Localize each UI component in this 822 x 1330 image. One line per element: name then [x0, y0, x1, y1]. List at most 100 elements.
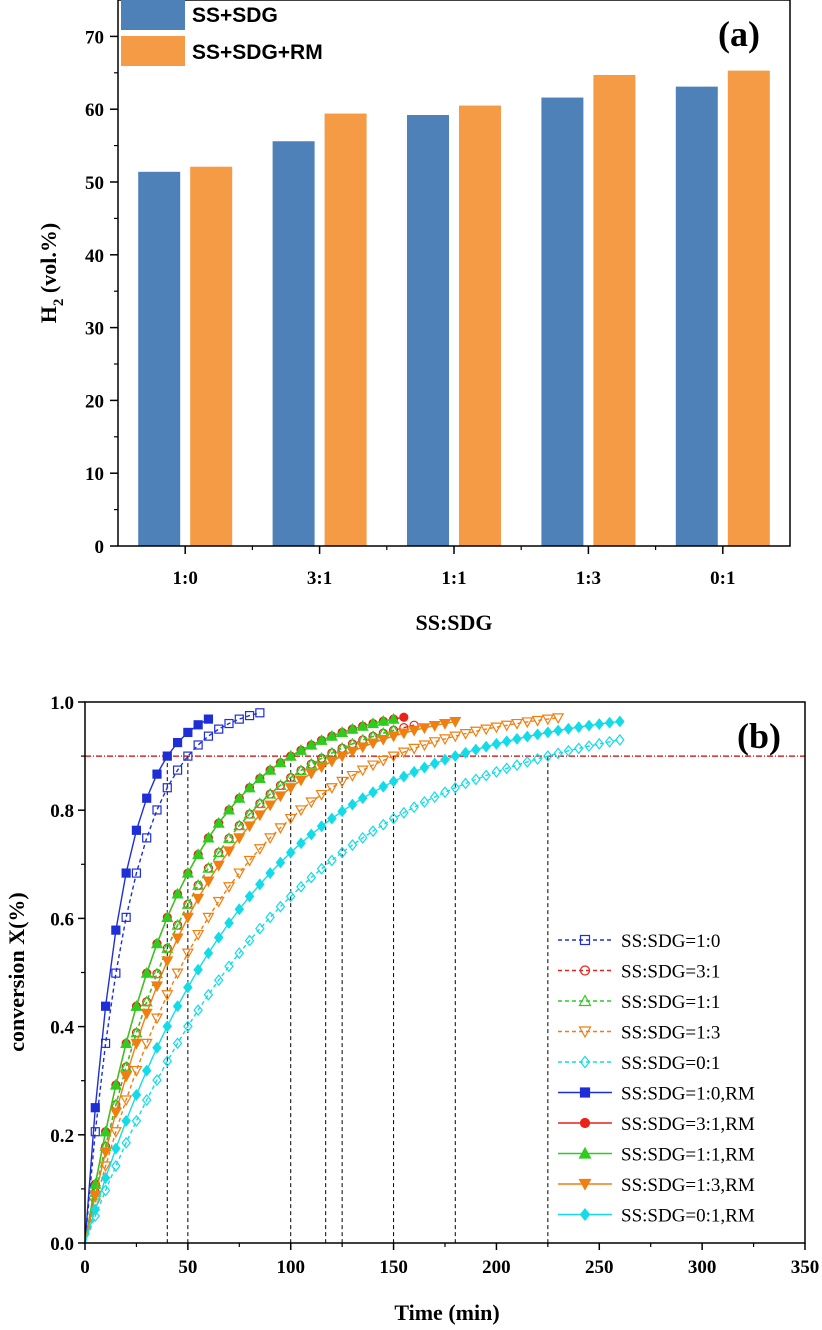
data-point-ss-sdg-1-1 — [171, 918, 184, 930]
data-point-ss-sdg-1-0 — [203, 731, 214, 741]
y-tick-label: 0.4 — [50, 1018, 74, 1039]
data-point-ss-sdg-1-3 — [130, 1065, 143, 1077]
x-tick-label: 100 — [276, 1257, 305, 1278]
data-point-ss-sdg-1-3 — [243, 855, 256, 867]
data-point-ss-sdg-0-1-rm — [388, 775, 399, 788]
y-tick-label: 0.2 — [50, 1126, 74, 1147]
data-point-ss-sdg-1-1-rm — [325, 729, 338, 741]
series-line-ss-sdg-3-1-rm — [84, 716, 405, 1244]
data-point-ss-sdg-0-1 — [337, 846, 347, 859]
data-point-ss-sdg-0-1 — [409, 801, 419, 814]
data-point-ss-sdg-1-3 — [120, 1095, 133, 1107]
data-point-ss-sdg-0-1-rm — [481, 740, 491, 753]
y-tick-label: 40 — [85, 246, 104, 267]
data-point-ss-sdg-1-0 — [234, 714, 244, 724]
series-ss-sdg-1-0 — [84, 708, 265, 1244]
data-point-ss-sdg-1-3-rm — [140, 1008, 153, 1020]
bar-ss-sdg-1-3 — [541, 97, 584, 546]
x-tick-label: 1:0 — [173, 568, 198, 589]
data-point-ss-sdg-1-3 — [109, 1127, 122, 1138]
legend-label-ss-sdg-3-1: SS:SDG=3:1 — [621, 962, 720, 983]
chart-a: 1:0 3:1 1:1 1:3 0:1 0 10 20 30 40 50 60 70 (a) SS:SD… — [36, 0, 791, 635]
data-point-ss-sdg-0-1 — [501, 762, 512, 775]
data-point-ss-sdg-1-3 — [222, 882, 236, 893]
data-point-ss-sdg-1-3-rm — [89, 1190, 102, 1202]
data-point-ss-sdg-1-3 — [171, 968, 184, 980]
data-point-ss-sdg-0-1-rm — [152, 1041, 162, 1054]
data-point-ss-sdg-1-3-rm — [150, 981, 164, 993]
x-tick-label: 1:3 — [576, 568, 601, 589]
data-point-ss-sdg-0-1-rm — [491, 737, 502, 750]
x-tick-label: 250 — [585, 1257, 614, 1278]
data-point-ss-sdg-0-1 — [491, 765, 502, 778]
data-point-ss-sdg-1-3 — [181, 948, 194, 960]
x-tick-label: 3:1 — [307, 568, 332, 589]
data-point-ss-sdg-0-1 — [481, 769, 491, 782]
data-point-ss-sdg-1-1 — [130, 1026, 143, 1038]
y-tick-label: 0.0 — [50, 1234, 74, 1255]
data-point-ss-sdg-0-1 — [429, 791, 440, 803]
data-point-ss-sdg-1-0 — [255, 708, 265, 718]
data-point-ss-sdg-1-0-rm — [183, 727, 193, 738]
legend-marker-ss-sdg-3-1-rm — [579, 1117, 591, 1129]
y-tick-label: 0.8 — [50, 801, 74, 822]
data-point-ss-sdg-0-1-rm — [100, 1172, 111, 1184]
data-point-ss-sdg-0-1-rm — [111, 1142, 121, 1155]
data-point-ss-sdg-1-3-rm — [305, 768, 318, 780]
chart-a-legend: SS+SDG SS+SDG+RM — [121, 0, 323, 66]
series-line-ss-sdg-1-3-rm — [84, 720, 456, 1244]
data-point-ss-sdg-1-3 — [274, 823, 287, 835]
chart-b-legend: SS:SDG=1:0 SS:SDG=3:1 SS:SDG=1:1 SS:SDG=1:3… — [558, 931, 755, 1227]
legend-label-ss-sdg-3-1-rm: SS:SDG=3:1,RM — [621, 1114, 755, 1135]
x-tick-label: 350 — [791, 1257, 820, 1278]
data-point-ss-sdg-1-3-rm — [408, 725, 421, 737]
legend-swatch-ss-sdg-rm — [121, 36, 185, 66]
data-point-ss-sdg-0-1 — [265, 911, 275, 924]
data-point-ss-sdg-0-1-rm — [522, 730, 533, 743]
data-point-ss-sdg-1-1-rm — [264, 763, 277, 775]
data-point-ss-sdg-1-1-rm — [315, 734, 328, 745]
data-point-ss-sdg-1-3-rm — [346, 746, 359, 758]
data-point-ss-sdg-1-0 — [193, 740, 203, 750]
legend-marker-ss-sdg-1-3-rm — [578, 1178, 592, 1191]
data-point-ss-sdg-1-3 — [284, 813, 297, 825]
data-point-ss-sdg-0-1 — [460, 777, 471, 790]
data-point-ss-sdg-0-1-rm — [584, 719, 594, 732]
data-point-ss-sdg-1-0 — [162, 783, 172, 793]
data-point-ss-sdg-0-1 — [131, 1114, 142, 1127]
data-point-ss-sdg-1-1-rm — [192, 848, 205, 860]
data-point-ss-sdg-0-1 — [450, 781, 461, 794]
data-point-ss-sdg-0-1-rm — [357, 792, 368, 805]
data-point-ss-sdg-0-1 — [213, 974, 224, 987]
data-point-ss-sdg-1-3 — [490, 722, 503, 734]
chart-b-xlabel: Time (min) — [394, 1300, 499, 1325]
y-tick-label: 0.6 — [50, 909, 74, 930]
x-tick-label: 0 — [80, 1257, 90, 1278]
data-point-ss-sdg-0-1 — [162, 1055, 173, 1068]
series-ss-sdg-1-0-rm — [84, 714, 214, 1244]
data-point-ss-sdg-1-1-rm — [120, 1037, 133, 1048]
y-tick-label: 20 — [85, 391, 104, 412]
bar-ss-sdg-rm-1-3 — [593, 74, 636, 546]
data-point-ss-sdg-1-3-rm — [428, 721, 441, 732]
data-point-ss-sdg-0-1 — [234, 947, 245, 960]
data-point-ss-sdg-0-1 — [553, 747, 563, 760]
data-point-ss-sdg-0-1 — [357, 831, 368, 844]
legend-swatch-ss-sdg — [121, 0, 185, 30]
legend-marker-ss-sdg-1-3 — [578, 1026, 592, 1039]
data-point-ss-sdg-1-1-rm — [99, 1125, 112, 1137]
series-line-ss-sdg-1-0 — [84, 712, 261, 1244]
data-point-ss-sdg-1-3 — [192, 929, 205, 941]
x-tick-label: 0:1 — [710, 568, 735, 589]
data-point-ss-sdg-0-1 — [306, 871, 317, 884]
data-point-ss-sdg-0-1-rm — [141, 1064, 152, 1077]
data-point-ss-sdg-1-0-rm — [111, 925, 121, 935]
data-point-ss-sdg-1-3-rm — [192, 893, 205, 905]
data-point-ss-sdg-1-3-rm — [161, 956, 174, 968]
data-point-ss-sdg-1-1-rm — [181, 866, 194, 878]
data-point-ss-sdg-0-1-rm — [265, 867, 275, 880]
data-point-ss-sdg-0-1 — [440, 786, 450, 799]
bar-ss-sdg-1-0 — [138, 171, 181, 547]
data-point-ss-sdg-0-1-rm — [183, 981, 193, 994]
